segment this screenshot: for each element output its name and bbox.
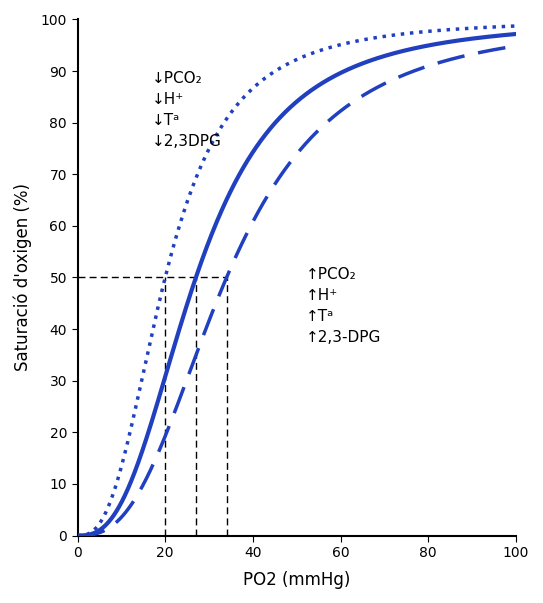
- X-axis label: PO2 (mmHg): PO2 (mmHg): [243, 571, 350, 589]
- Text: ↑PCO₂
↑H⁺
↑Tᵃ
↑2,3-DPG: ↑PCO₂ ↑H⁺ ↑Tᵃ ↑2,3-DPG: [306, 267, 381, 345]
- Y-axis label: Saturació d'oxigen (%): Saturació d'oxigen (%): [14, 183, 33, 371]
- Text: ↓PCO₂
↓H⁺
↓Tᵃ
↓2,3DPG: ↓PCO₂ ↓H⁺ ↓Tᵃ ↓2,3DPG: [152, 71, 222, 149]
